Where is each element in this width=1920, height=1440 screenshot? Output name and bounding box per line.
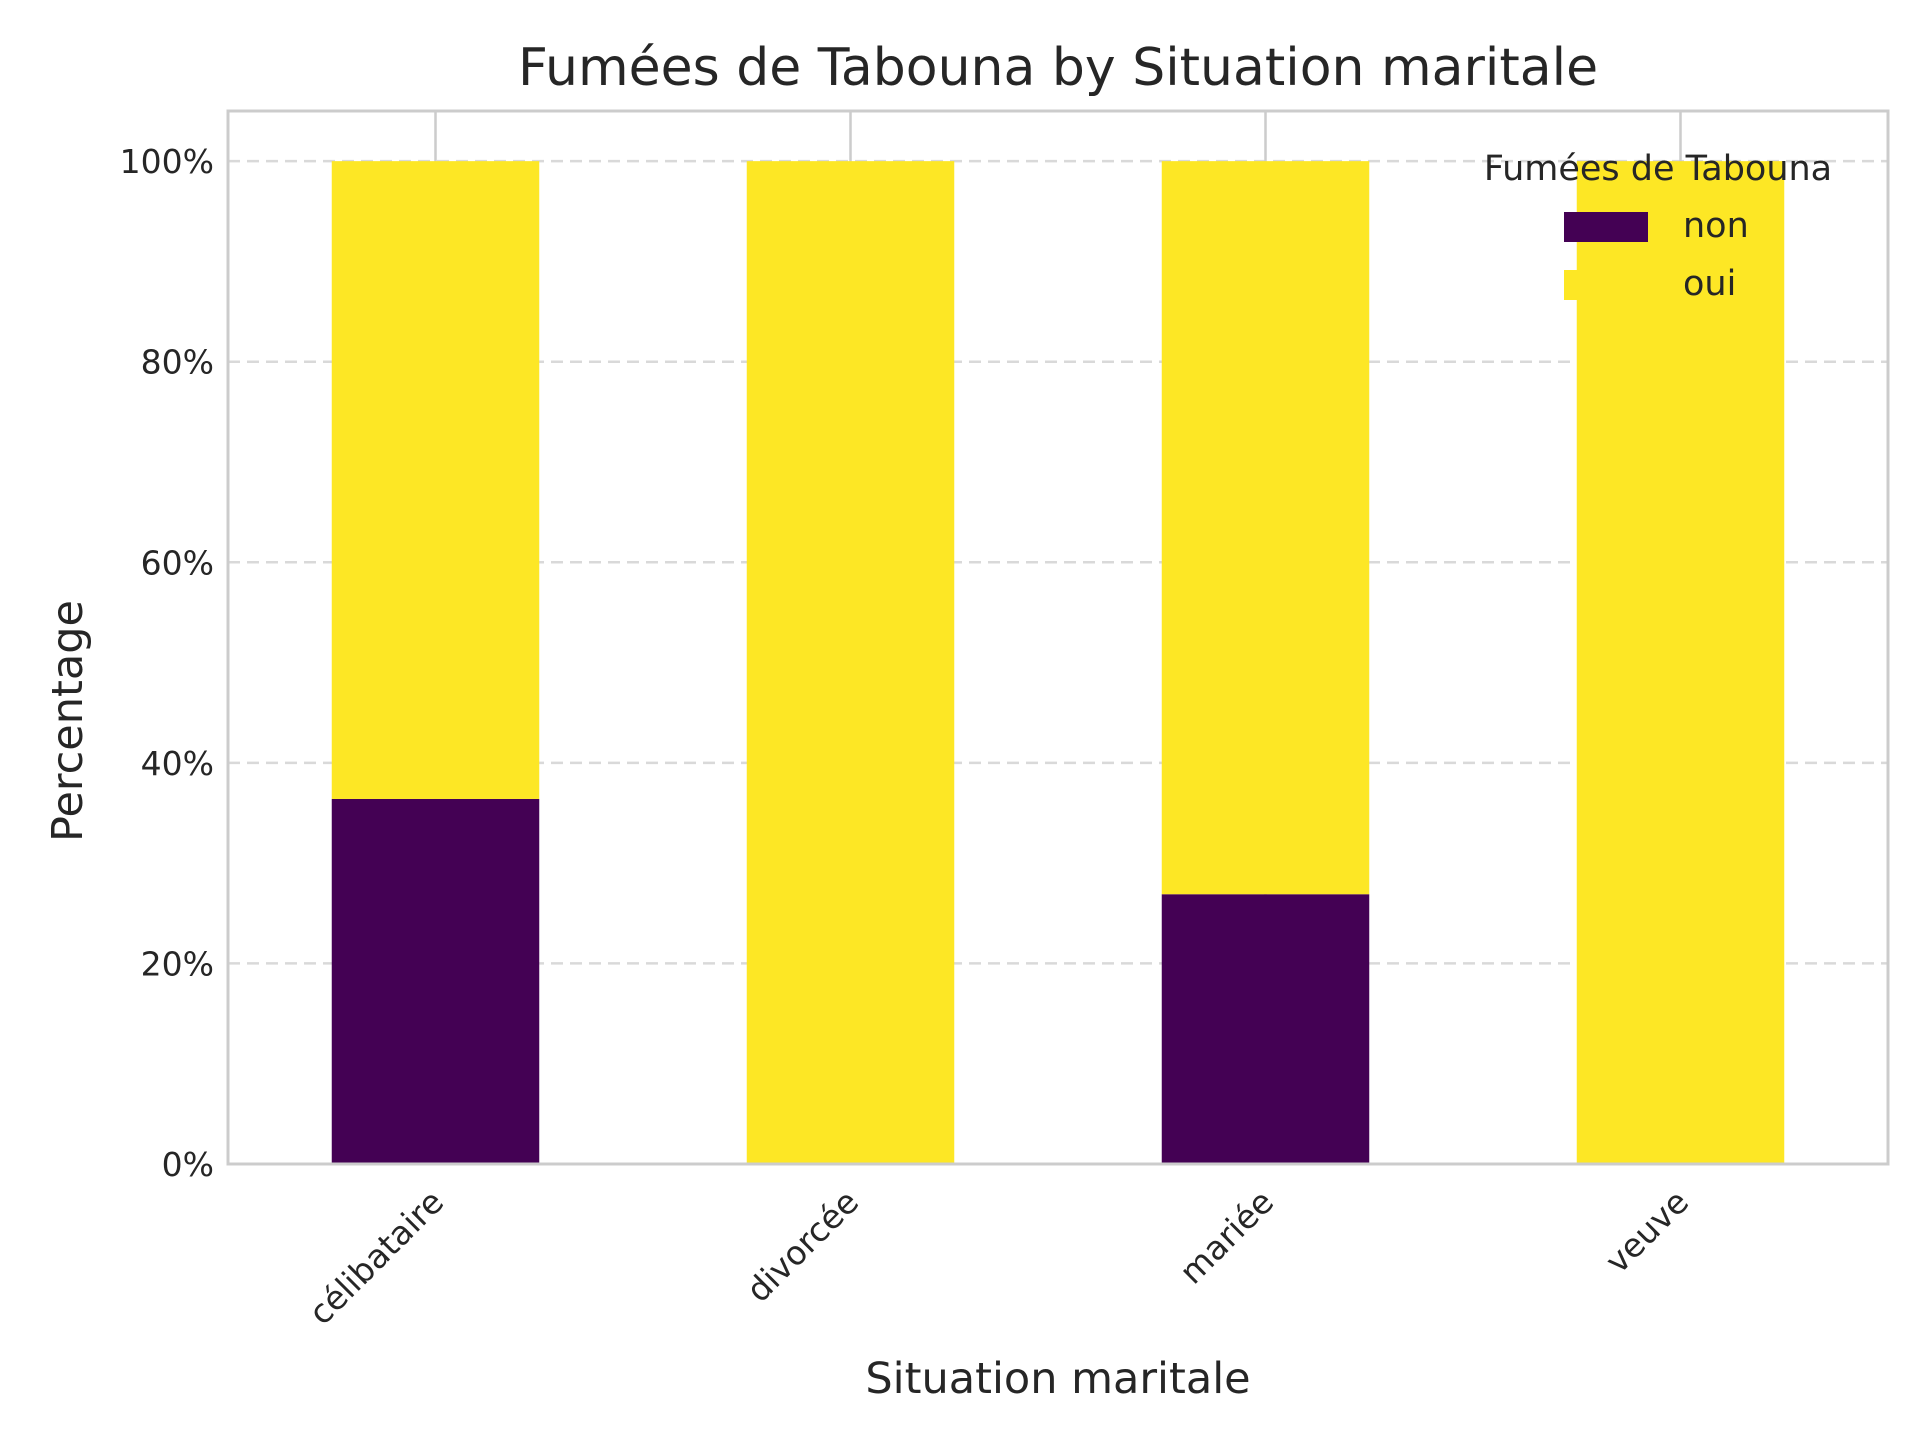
bar-segment-non bbox=[331, 798, 540, 1164]
chart-title: Fumées de Tabouna by Situation maritale bbox=[518, 38, 1598, 98]
bar-segment-oui bbox=[331, 161, 540, 799]
legend: Fumées de Tabouna non oui bbox=[1484, 149, 1832, 304]
legend-label-oui: oui bbox=[1683, 264, 1736, 304]
y-tick-label: 0% bbox=[162, 1145, 214, 1184]
legend-title: Fumées de Tabouna bbox=[1484, 149, 1832, 189]
x-axis-label: Situation maritale bbox=[865, 1354, 1250, 1404]
legend-swatch-oui bbox=[1564, 270, 1648, 300]
bar-segment-oui bbox=[1576, 161, 1785, 1165]
y-axis-ticks: 0% 20% 40% 60% 80% 100% bbox=[120, 142, 214, 1184]
y-tick-label: 60% bbox=[141, 543, 214, 582]
bar-segment-non bbox=[1161, 894, 1370, 1164]
plot-frame bbox=[226, 109, 1890, 1166]
bars bbox=[331, 161, 1785, 1165]
y-tick-label: 100% bbox=[120, 142, 214, 181]
y-tick-label: 40% bbox=[141, 744, 214, 783]
legend-items: non oui bbox=[1564, 206, 1749, 304]
y-axis-label: Percentage bbox=[43, 600, 93, 842]
legend-label-non: non bbox=[1683, 206, 1749, 246]
y-tick-label: 80% bbox=[141, 343, 214, 382]
legend-swatch-non bbox=[1564, 212, 1648, 242]
y-tick-label: 20% bbox=[141, 944, 214, 983]
bar-segment-oui bbox=[746, 161, 955, 1165]
bar-segment-oui bbox=[1161, 161, 1370, 895]
